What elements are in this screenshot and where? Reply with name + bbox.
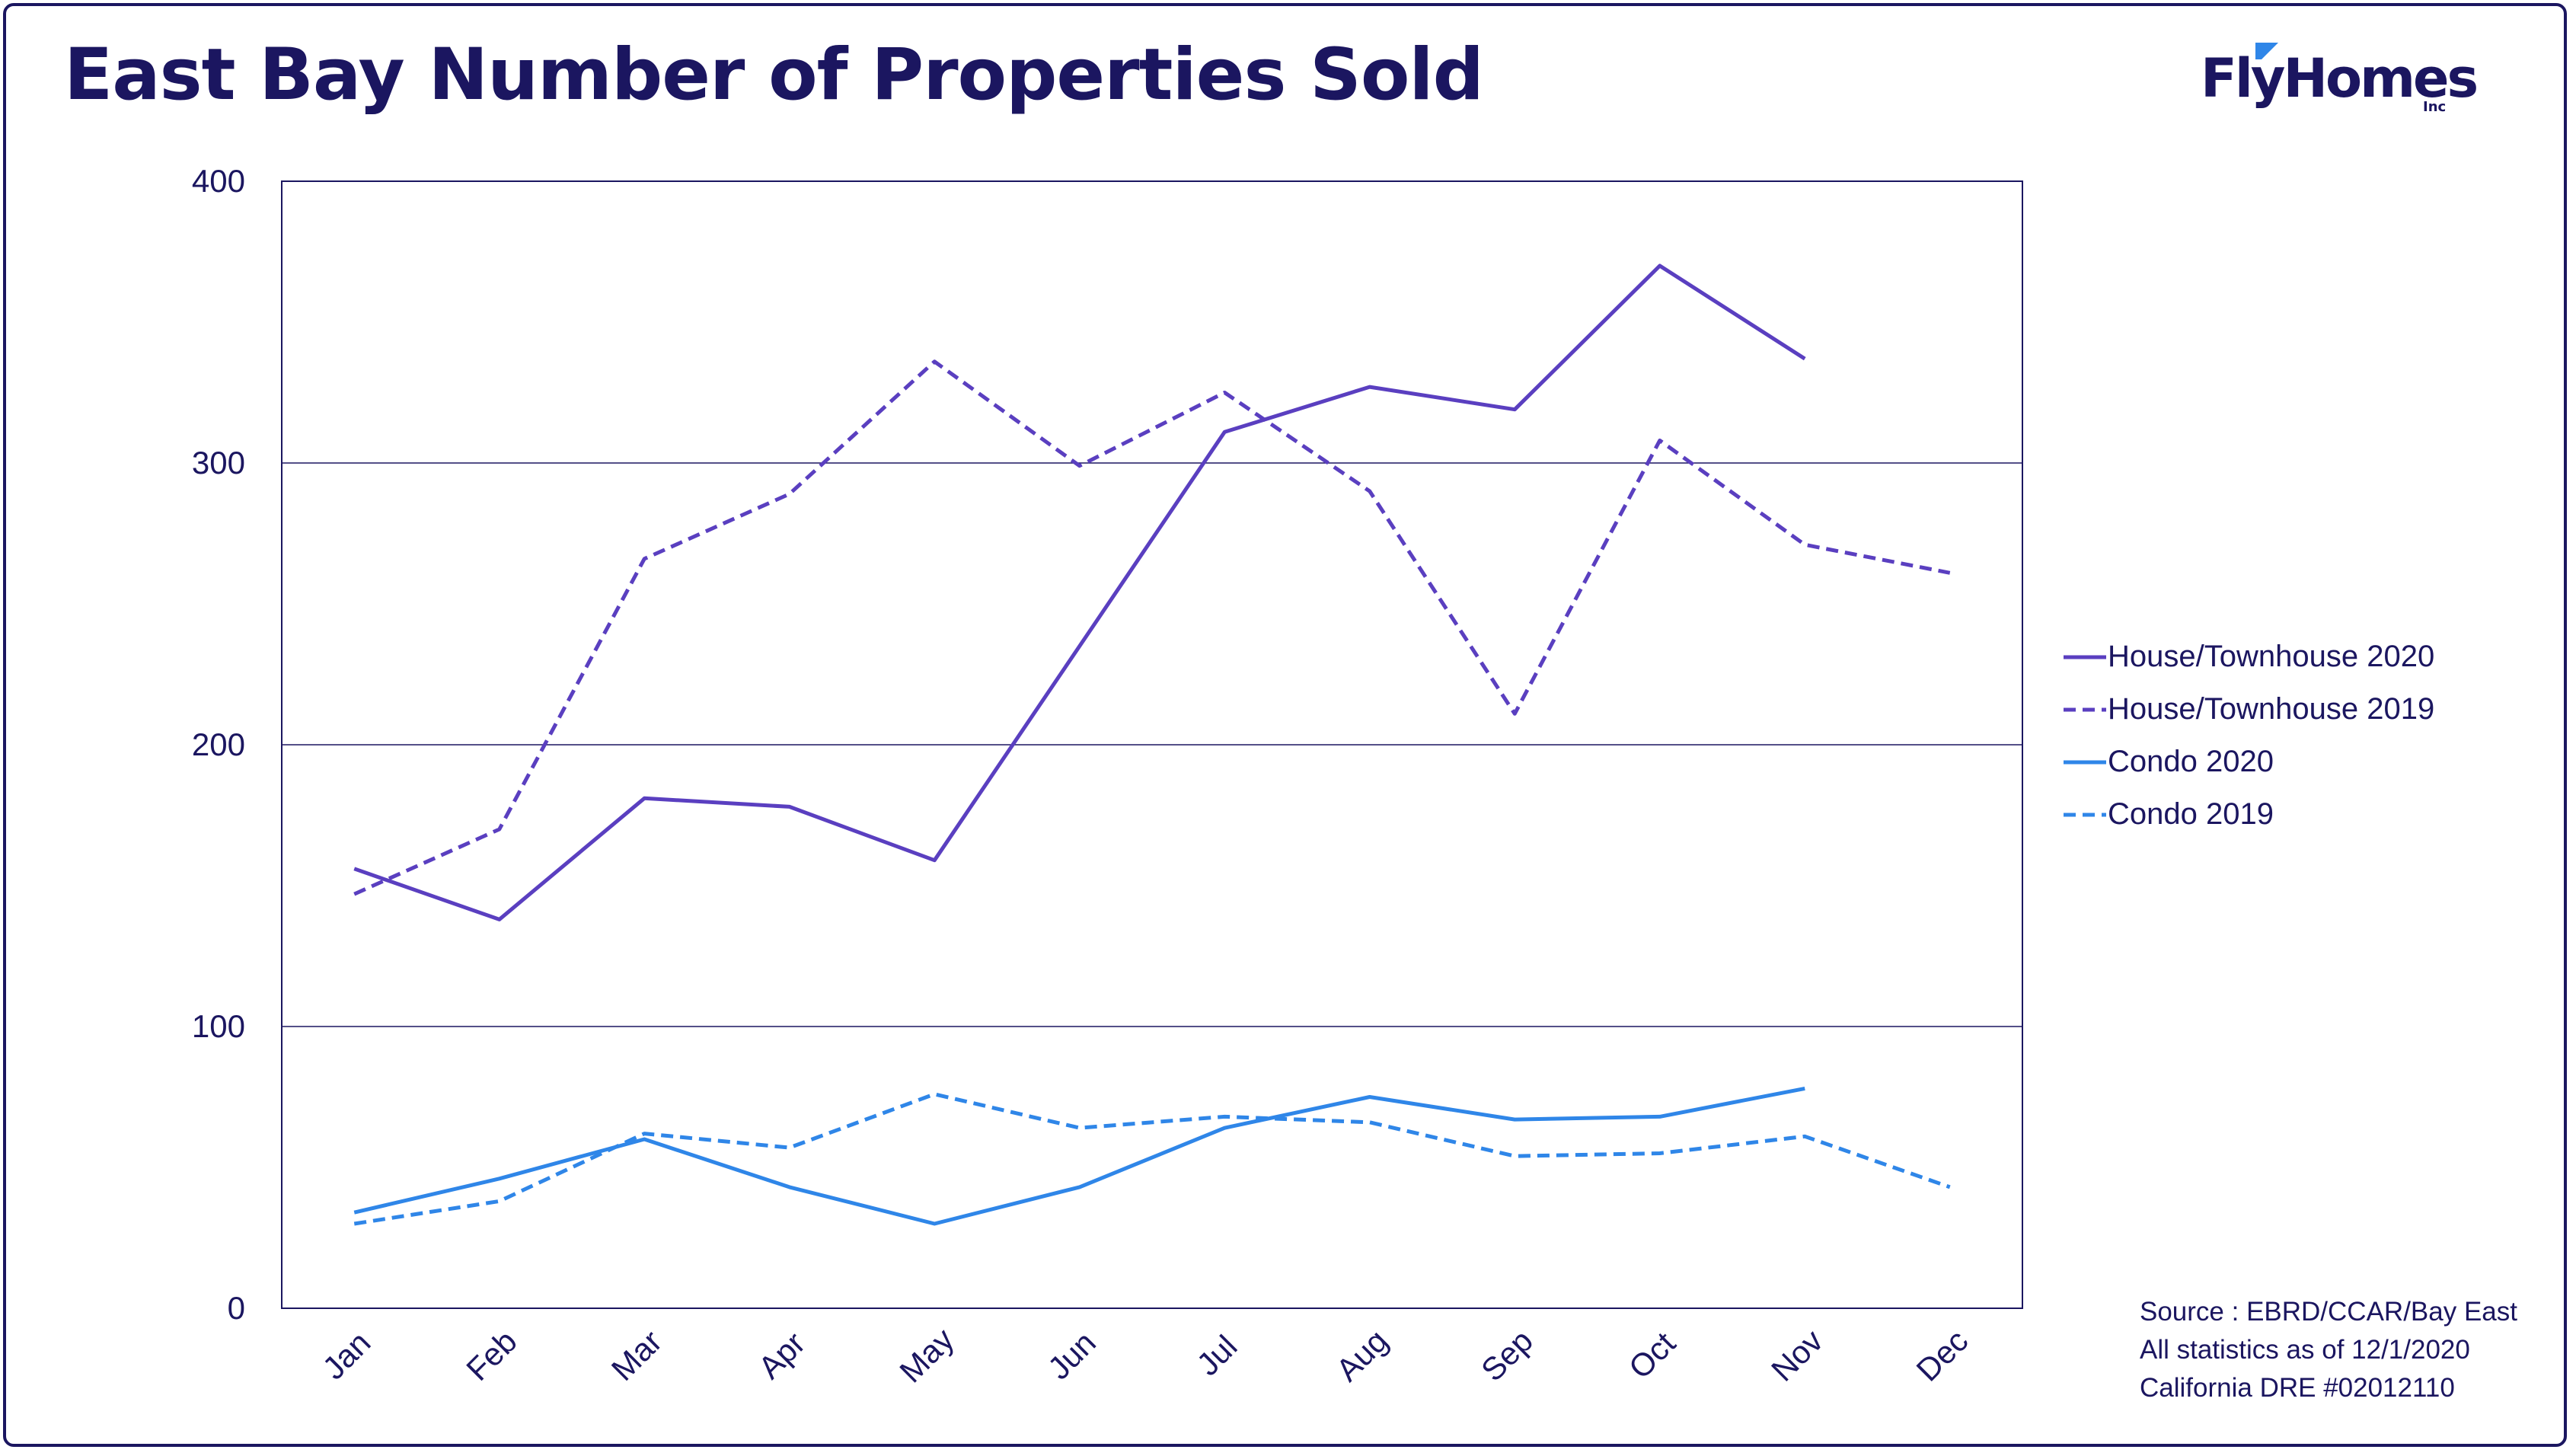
x-tick-label: Jan (315, 1324, 377, 1386)
x-tick-label: Apr (752, 1325, 812, 1385)
x-tick-label: Dec (1909, 1323, 1974, 1388)
legend-swatch (2064, 813, 2106, 816)
x-tick-label: Mar (605, 1323, 669, 1387)
y-tick-label: 100 (192, 1008, 245, 1044)
series-line (353, 1092, 1951, 1226)
y-tick-label: 400 (192, 163, 245, 199)
legend: House/Townhouse 2020 House/Townhouse 201… (2062, 631, 2519, 841)
series-line (353, 359, 1951, 896)
x-tick-label: Aug (1329, 1323, 1394, 1388)
legend-item-condo-2020: Condo 2020 (2062, 736, 2519, 788)
y-tick-label: 300 (192, 445, 245, 481)
logo-sub-text: Inc (2423, 99, 2447, 115)
x-tick-label: Feb (459, 1323, 523, 1387)
license-line: California DRE #02012110 (2140, 1373, 2455, 1403)
x-tick-label: May (892, 1321, 960, 1389)
legend-item-condo-2019: Condo 2019 (2062, 788, 2519, 841)
legend-swatch (2064, 707, 2106, 711)
x-tick-label: Jun (1041, 1324, 1103, 1386)
y-tick-label: 0 (228, 1290, 245, 1326)
series-lines (353, 263, 1951, 1226)
legend-item-house-2020: House/Townhouse 2020 (2062, 631, 2519, 683)
legend-label: Condo 2020 (2108, 745, 2274, 778)
x-tick-label: Oct (1622, 1325, 1683, 1386)
series-line (353, 263, 1806, 921)
y-tick-label: 200 (192, 726, 245, 762)
legend-label: House/Townhouse 2020 (2108, 640, 2435, 673)
legend-swatch (2064, 760, 2106, 764)
logo-text: FlyHomes (2201, 47, 2479, 110)
legend-label: Condo 2019 (2108, 797, 2274, 831)
legend-label: House/Townhouse 2019 (2108, 692, 2435, 726)
chart-frame (3, 3, 2567, 1447)
x-tick-label: Sep (1474, 1323, 1540, 1388)
y-tick-labels: 0 100 200 300 400 (192, 163, 245, 1326)
x-tick-labels: Jan Feb Mar Apr May Jun Jul Aug Sep Oct Nov Dec (315, 1321, 1974, 1389)
source-line: Source : EBRD/CCAR/Bay East (2140, 1297, 2517, 1327)
series-line (353, 1086, 1805, 1226)
legend-item-house-2019: House/Townhouse 2019 (2062, 683, 2519, 736)
flyhomes-logo: FlyHomes Inc (2201, 43, 2479, 119)
chart-title: East Bay Number of Properties Sold (64, 34, 1484, 117)
logo-flag-icon (2255, 43, 2278, 59)
x-tick-label: Jul (1189, 1328, 1243, 1382)
legend-swatch (2064, 655, 2106, 659)
stats-date-line: All statistics as of 12/1/2020 (2140, 1335, 2470, 1365)
grid-lines (282, 462, 2022, 1027)
x-tick-label: Nov (1764, 1323, 1830, 1388)
source-note: Source : EBRD/CCAR/Bay East All statisti… (2140, 1293, 2517, 1407)
plot-area-border (281, 180, 2023, 1309)
